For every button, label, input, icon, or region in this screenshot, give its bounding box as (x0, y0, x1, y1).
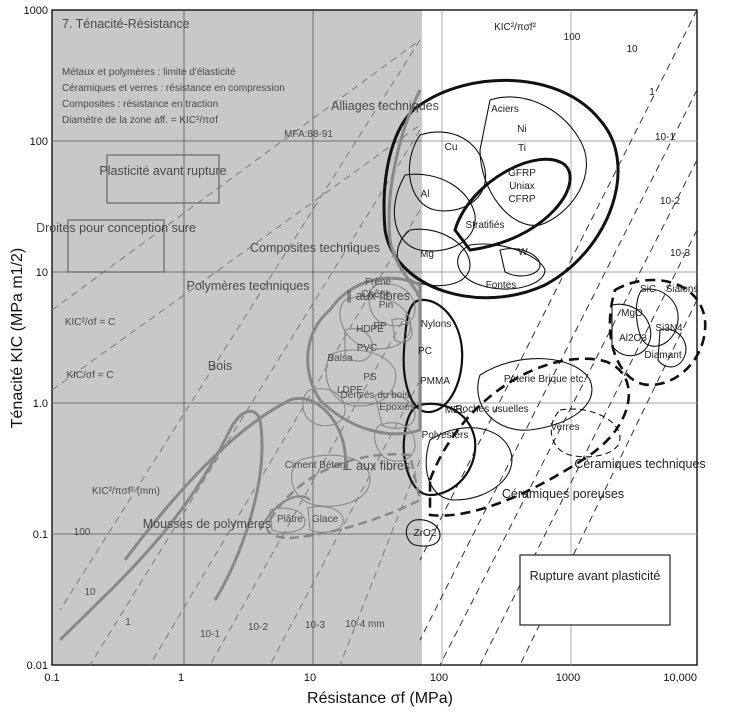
material-label: Al (421, 189, 430, 200)
guide-value: 10-3 (670, 248, 690, 259)
family-label: ∥ aux fibres (346, 289, 410, 303)
family-label: Mousses de polymères (143, 517, 272, 531)
material-label: SiC (640, 284, 656, 295)
material-label: Diamant (644, 350, 681, 361)
material-label: Balsa (327, 353, 352, 364)
material-label: Roches usuelles (455, 404, 528, 415)
guide-value: 10-1 (200, 629, 220, 640)
box-label: Droites pour conception sure (36, 221, 196, 235)
guide-value: 1 (649, 87, 655, 98)
material-label: W (518, 247, 528, 258)
design-line-label: KIC²/σf = C (65, 317, 115, 328)
boxes (67, 154, 671, 626)
envelopes (58, 78, 707, 642)
box-label: Rupture avant plasticité (530, 569, 661, 583)
family-label: Bois (208, 359, 232, 373)
material-label: Nylons (421, 319, 452, 330)
material-label: CFRP (508, 194, 536, 205)
x-axis-label: Résistance σf (MPa) (307, 690, 453, 707)
material-label: Verres (551, 422, 580, 433)
material-label: Polyesters (422, 430, 469, 441)
guide-value: 1 (125, 617, 131, 628)
material-label: Pin (379, 300, 393, 311)
guide-value: 100 (564, 32, 581, 43)
y-tick-label: 1.0 (33, 398, 48, 410)
chart-note: Composites : résistance en traction (62, 99, 218, 110)
material-label: Sialons (666, 284, 699, 295)
guide-value: 10-1 (655, 132, 675, 143)
material-label: PC (418, 346, 432, 357)
family-label: Polymères techniques (187, 279, 310, 293)
family-label: Alliages techniques (331, 99, 439, 113)
material-label: Plâtre (277, 514, 304, 525)
material-label: Cu (445, 142, 458, 153)
material-label: Fontes (486, 280, 517, 291)
y-tick-label: 0.1 (33, 529, 48, 541)
y-tick-label: 1000 (24, 5, 48, 17)
material-label: PS (363, 372, 377, 383)
material-label: Si3N4 (655, 323, 683, 334)
y-tick-label: 10 (36, 267, 48, 279)
x-tick-label: 10,000 (663, 672, 697, 684)
material-label: Aciers (491, 104, 519, 115)
material-label: PMMA (420, 376, 450, 387)
reference-code: MFA:88-91 (284, 129, 333, 140)
x-tick-label: 1 (178, 672, 184, 684)
family-label: Céramiques techniques (574, 457, 705, 471)
material-label: PVC (357, 343, 378, 354)
x-tick-label: 100 (430, 672, 448, 684)
material-label: Mg (420, 249, 434, 260)
plot-frame (51, 9, 698, 666)
guide-lines (52, 10, 697, 665)
y-tick-label: 100 (30, 136, 48, 148)
material-label: HDPE (356, 324, 384, 335)
guide-value: 10-4 mm (345, 619, 384, 630)
guide-value: 10-3 (305, 620, 325, 631)
guide-value: 10-2 (660, 196, 680, 207)
chart-title: 7. Ténacité-Résistance (62, 17, 190, 31)
box-label: Plasticité avant rupture (99, 164, 226, 178)
material-label: Poterie Brique etc. (504, 374, 586, 385)
family-label: Composites techniques (250, 241, 380, 255)
material-label: Chêne (361, 289, 391, 300)
y-axis-label: Ténacité KIC (MPa m1/2) (9, 248, 26, 429)
material-label: Stratifiés (466, 220, 505, 231)
material-label: LDPE (337, 385, 363, 396)
guide-label-mm: KIC²/πσf² (mm) (92, 486, 160, 497)
design-line-label: KIC/σf = C (66, 370, 113, 381)
guide-value: 100 (74, 527, 91, 538)
material-label: MEL (445, 405, 466, 416)
x-tick-labels: 0.1 1 10 100 1000 10,000 (44, 672, 697, 684)
x-tick-label: 1000 (556, 672, 580, 684)
chart-note: Diamètre de la zone aff. = KIC²/πσf (62, 115, 218, 126)
material-label: PP (373, 321, 387, 332)
guide-value: 10-2 (248, 622, 268, 633)
guide-label: KIC²/πσf² (494, 22, 536, 33)
y-tick-label: 0.01 (27, 660, 48, 672)
material-label: Glace (312, 514, 339, 525)
material-label: Al2O3 (619, 333, 647, 344)
material-label: Ciment Béton (285, 460, 346, 471)
material-label: Frêne (365, 277, 392, 288)
labels: 7. Ténacité-Résistance Métaux et polymère… (36, 17, 706, 640)
material-label: MgO (621, 308, 643, 319)
material-label: Epoxies (379, 402, 415, 413)
family-label: ⊥ aux fibres (342, 459, 411, 473)
x-tick-label: 0.1 (44, 672, 59, 684)
material-label: ZrO2 (414, 528, 437, 539)
guide-value: 10 (626, 44, 638, 55)
chart-note: Céramiques et verres : résistance en com… (62, 83, 285, 94)
material-label: Ti (518, 143, 526, 154)
y-tick-labels: 0.01 0.1 1.0 10 100 1000 (24, 5, 48, 672)
guide-value: 10 (84, 587, 96, 598)
material-label: GFRP (508, 168, 536, 179)
family-label: Céramiques poreuses (502, 487, 624, 501)
material-label: Uniax (509, 181, 535, 192)
chart-note: Métaux et polymères : limite d'élasticit… (62, 67, 236, 78)
material-label: Ni (517, 124, 526, 135)
grid (52, 10, 697, 665)
material-label: Dérivés du bois (341, 390, 410, 401)
x-tick-label: 10 (304, 672, 316, 684)
